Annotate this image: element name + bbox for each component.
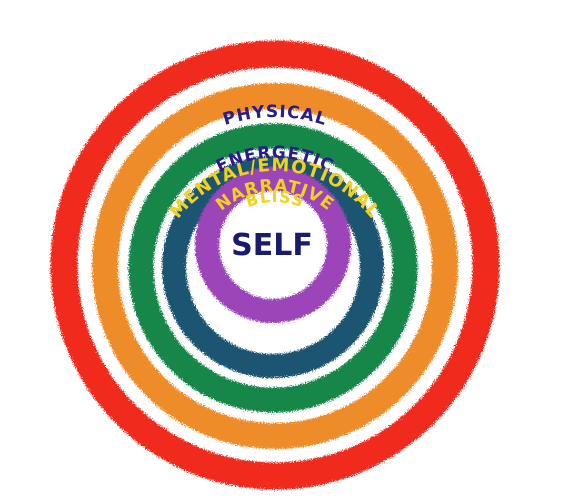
ring-energetic — [92, 83, 458, 449]
ring-bliss — [195, 167, 351, 323]
ring-physical — [50, 40, 500, 490]
label-bliss-text: BLISS — [243, 187, 306, 211]
ring-mental — [128, 123, 418, 413]
label-bliss: BLISS — [243, 187, 307, 211]
center-label-self: SELF — [231, 228, 313, 263]
